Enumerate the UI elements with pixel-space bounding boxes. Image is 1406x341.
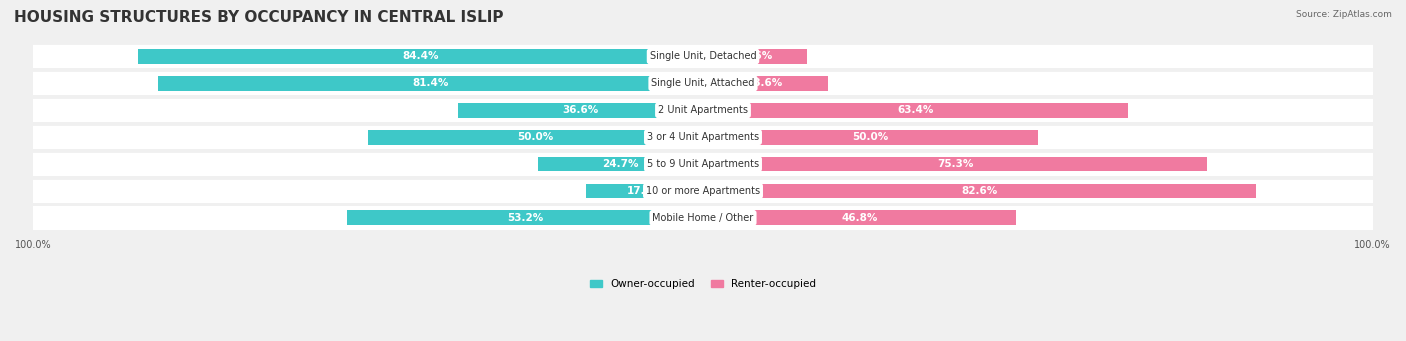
Text: 17.4%: 17.4% (627, 186, 664, 196)
Bar (138, 49, 703, 64)
Text: 36.6%: 36.6% (562, 105, 599, 115)
Text: 3 or 4 Unit Apartments: 3 or 4 Unit Apartments (647, 132, 759, 142)
Bar (347, 210, 703, 225)
Bar (537, 157, 703, 172)
Text: 53.2%: 53.2% (506, 213, 543, 223)
Text: 15.6%: 15.6% (737, 51, 773, 61)
Text: 46.8%: 46.8% (842, 213, 877, 223)
Text: 50.0%: 50.0% (517, 132, 554, 142)
Text: 2 Unit Apartments: 2 Unit Apartments (658, 105, 748, 115)
Bar (703, 49, 807, 64)
Bar (34, 179, 1372, 203)
Text: Mobile Home / Other: Mobile Home / Other (652, 213, 754, 223)
Bar (703, 76, 828, 91)
Text: 18.6%: 18.6% (747, 78, 783, 88)
Bar (703, 210, 1017, 225)
Bar (703, 103, 1128, 118)
Bar (703, 183, 1256, 198)
Bar (458, 103, 703, 118)
Bar (34, 44, 1372, 69)
Text: 63.4%: 63.4% (897, 105, 934, 115)
Text: 10 or more Apartments: 10 or more Apartments (645, 186, 761, 196)
Bar (157, 76, 703, 91)
Bar (586, 183, 703, 198)
Text: 50.0%: 50.0% (852, 132, 889, 142)
Bar (34, 125, 1372, 149)
Bar (34, 71, 1372, 95)
Legend: Owner-occupied, Renter-occupied: Owner-occupied, Renter-occupied (589, 279, 817, 289)
Text: 81.4%: 81.4% (412, 78, 449, 88)
Text: 24.7%: 24.7% (602, 159, 638, 169)
Bar (34, 98, 1372, 122)
Text: Single Unit, Detached: Single Unit, Detached (650, 51, 756, 61)
Text: 5 to 9 Unit Apartments: 5 to 9 Unit Apartments (647, 159, 759, 169)
Text: 75.3%: 75.3% (936, 159, 973, 169)
Bar (34, 152, 1372, 176)
Bar (703, 157, 1208, 172)
Text: Source: ZipAtlas.com: Source: ZipAtlas.com (1296, 10, 1392, 19)
Text: 84.4%: 84.4% (402, 51, 439, 61)
Text: Single Unit, Attached: Single Unit, Attached (651, 78, 755, 88)
Bar (34, 206, 1372, 230)
Text: HOUSING STRUCTURES BY OCCUPANCY IN CENTRAL ISLIP: HOUSING STRUCTURES BY OCCUPANCY IN CENTR… (14, 10, 503, 25)
Bar (368, 130, 703, 145)
Text: 82.6%: 82.6% (962, 186, 998, 196)
Bar (703, 130, 1038, 145)
